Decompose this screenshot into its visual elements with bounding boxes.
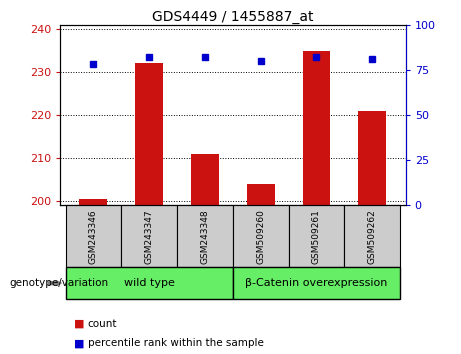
Bar xyxy=(135,63,163,205)
Bar xyxy=(65,205,121,267)
Text: GSM243347: GSM243347 xyxy=(145,209,154,264)
Title: GDS4449 / 1455887_at: GDS4449 / 1455887_at xyxy=(152,10,313,24)
Text: GSM509261: GSM509261 xyxy=(312,209,321,264)
Bar xyxy=(191,154,219,205)
Bar xyxy=(247,184,275,205)
Text: genotype/variation: genotype/variation xyxy=(9,278,108,288)
Text: percentile rank within the sample: percentile rank within the sample xyxy=(88,338,264,348)
Text: wild type: wild type xyxy=(124,278,175,288)
Text: β-Catenin overexpression: β-Catenin overexpression xyxy=(245,278,388,288)
Text: GSM509260: GSM509260 xyxy=(256,209,265,264)
Bar xyxy=(358,111,386,205)
Text: GSM243348: GSM243348 xyxy=(201,209,209,264)
Text: GSM243346: GSM243346 xyxy=(89,209,98,264)
Bar xyxy=(233,205,289,267)
Bar xyxy=(177,205,233,267)
Text: ■: ■ xyxy=(74,338,84,348)
Bar xyxy=(233,267,400,299)
Bar xyxy=(121,205,177,267)
Text: GSM509262: GSM509262 xyxy=(368,209,377,264)
Bar xyxy=(302,51,331,205)
Text: count: count xyxy=(88,319,117,329)
Bar xyxy=(79,199,107,205)
Text: ■: ■ xyxy=(74,319,84,329)
Bar xyxy=(344,205,400,267)
Bar xyxy=(289,205,344,267)
Bar xyxy=(65,267,233,299)
